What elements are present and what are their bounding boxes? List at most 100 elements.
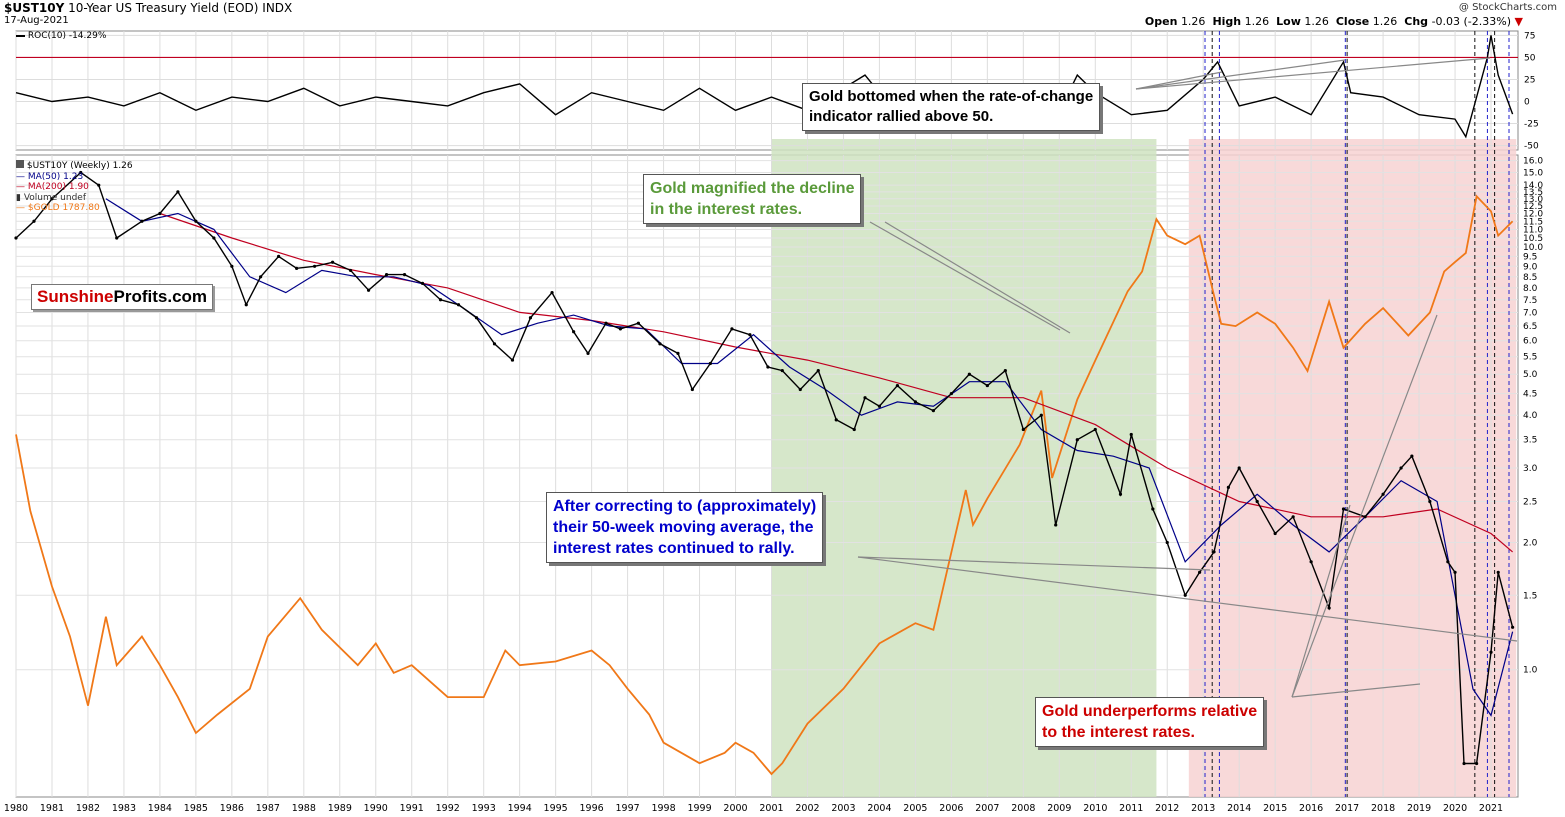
x-tick-label: 2013 — [1191, 803, 1215, 814]
roc-tick-label: 75 — [1524, 31, 1535, 41]
x-tick-label: 1996 — [580, 803, 604, 814]
yield-point — [863, 396, 867, 400]
high-value: 1.26 — [1244, 15, 1270, 28]
yield-point — [834, 418, 838, 422]
open-value: 1.26 — [1180, 15, 1206, 28]
yield-point — [1381, 492, 1385, 496]
yield-point — [730, 327, 734, 331]
yield-tick-label: 5.5 — [1523, 353, 1537, 363]
watermark: @ StockCharts.com — [1458, 2, 1557, 13]
ma200-series-line — [159, 212, 1513, 553]
yield-tick-label: 3.0 — [1523, 464, 1538, 474]
yield-point — [913, 400, 918, 404]
red-zone-annotation: Gold underperforms relative to the inter… — [1035, 697, 1265, 747]
annotation-pointer — [1291, 683, 1421, 698]
yield-point — [1183, 593, 1187, 597]
x-tick-label: 1998 — [651, 803, 675, 814]
yield-point — [1039, 413, 1043, 417]
yield-point — [492, 342, 497, 346]
symbol-label: $UST10Y — [4, 1, 65, 15]
x-tick-label: 2020 — [1443, 803, 1467, 814]
yield-tick-label: 13.5 — [1523, 188, 1543, 198]
yield-point — [798, 387, 802, 392]
x-tick-label: 2007 — [975, 803, 999, 814]
annotation-pointer — [857, 556, 1518, 642]
roc-tick-label: 25 — [1524, 75, 1535, 85]
x-tick-label: 1980 — [4, 803, 28, 814]
yield-point — [1075, 438, 1079, 442]
x-tick-label: 1991 — [400, 803, 424, 814]
yield-point — [1309, 560, 1313, 564]
x-tick-label: 1997 — [615, 803, 639, 814]
yield-point — [636, 321, 640, 325]
yield-tick-label: 10.5 — [1523, 234, 1543, 244]
yield-tick-label: 1.5 — [1523, 591, 1537, 601]
exchange-label: INDX — [262, 1, 293, 15]
yield-point — [1475, 761, 1479, 766]
low-label: Low — [1276, 15, 1301, 28]
x-tick-label: 2018 — [1371, 803, 1395, 814]
yield-point — [1410, 454, 1414, 458]
yield-tick-label: 2.0 — [1523, 538, 1538, 548]
annotation-pointer — [857, 556, 1211, 571]
price-legend: $UST10Y (Weekly) 1.26 — MA(50) 1.23 — MA… — [16, 160, 133, 214]
chg-label: Chg — [1404, 15, 1429, 28]
x-tick-label: 2010 — [1083, 803, 1107, 814]
yield-point — [79, 170, 83, 175]
chart-title: 10-Year US Treasury Yield (EOD) — [68, 1, 259, 15]
yield-point — [259, 275, 263, 279]
x-tick-label: 2009 — [1047, 803, 1071, 814]
yield-point — [1453, 570, 1457, 574]
yield-tick-label: 13.0 — [1523, 195, 1543, 205]
blue-annotation-line-2: their 50-week moving average, the — [553, 519, 814, 536]
roc-legend: ROC(10) -14.29% — [16, 31, 106, 42]
yield-tick-label: 11.5 — [1523, 217, 1543, 227]
yield-point — [931, 409, 935, 413]
x-tick-label: 2002 — [795, 803, 819, 814]
x-tick-label: 1982 — [76, 803, 100, 814]
ma200-label: MA(200) 1.90 — [27, 182, 89, 192]
yield-point — [708, 361, 712, 366]
yield-tick-label: 9.0 — [1523, 262, 1538, 272]
annotation-pointer — [1135, 71, 1223, 90]
yield-point — [1273, 531, 1277, 536]
ma50-label: MA(50) 1.23 — [27, 171, 84, 182]
yield-point — [194, 219, 198, 223]
price-legend-main: $UST10Y (Weekly) 1.26 — [16, 160, 133, 172]
blue-annotation-line-1: After correcting to (approximately) — [553, 498, 817, 515]
annotation-pointer — [1135, 59, 1346, 90]
price-legend-ma200: — MA(200) 1.90 — [16, 182, 89, 192]
yield-point — [1054, 523, 1058, 527]
ma-correction-annotation: After correcting to (approximately) thei… — [546, 492, 824, 563]
x-tick-label: 1987 — [256, 803, 280, 814]
yield-tick-label: 1.0 — [1523, 666, 1538, 676]
green-annotation-line-2: in the interest rates. — [650, 201, 803, 218]
yield-point — [295, 266, 299, 270]
yield-point — [877, 404, 882, 408]
x-tick-label: 1989 — [328, 803, 352, 814]
yield-point — [1462, 761, 1466, 766]
yield-tick-label: 9.5 — [1523, 252, 1537, 262]
yield-point — [852, 427, 856, 432]
yield-point — [244, 303, 248, 307]
yield-point — [1341, 507, 1346, 511]
close-label: Close — [1335, 15, 1370, 28]
yield-point — [1093, 427, 1097, 432]
price-legend-volume: ▮ Volume undef — [16, 192, 86, 203]
gold-series-line — [15, 194, 1514, 776]
yield-point — [1446, 560, 1450, 564]
x-tick-label: 2006 — [939, 803, 963, 814]
x-tick-label: 1995 — [544, 803, 568, 814]
chart-date: 17-Aug-2021 — [4, 15, 69, 26]
x-tick-label: 2011 — [1119, 803, 1143, 814]
yield-point — [967, 372, 971, 376]
yield-point — [32, 219, 36, 223]
yield-tick-label: 14.0 — [1523, 181, 1543, 191]
yield-point — [572, 330, 576, 334]
yield-point — [690, 387, 694, 392]
yield-tick-label: 11.0 — [1523, 225, 1543, 235]
high-label: High — [1212, 15, 1242, 28]
yield-point — [676, 351, 680, 356]
x-tick-label: 2021 — [1479, 803, 1503, 814]
